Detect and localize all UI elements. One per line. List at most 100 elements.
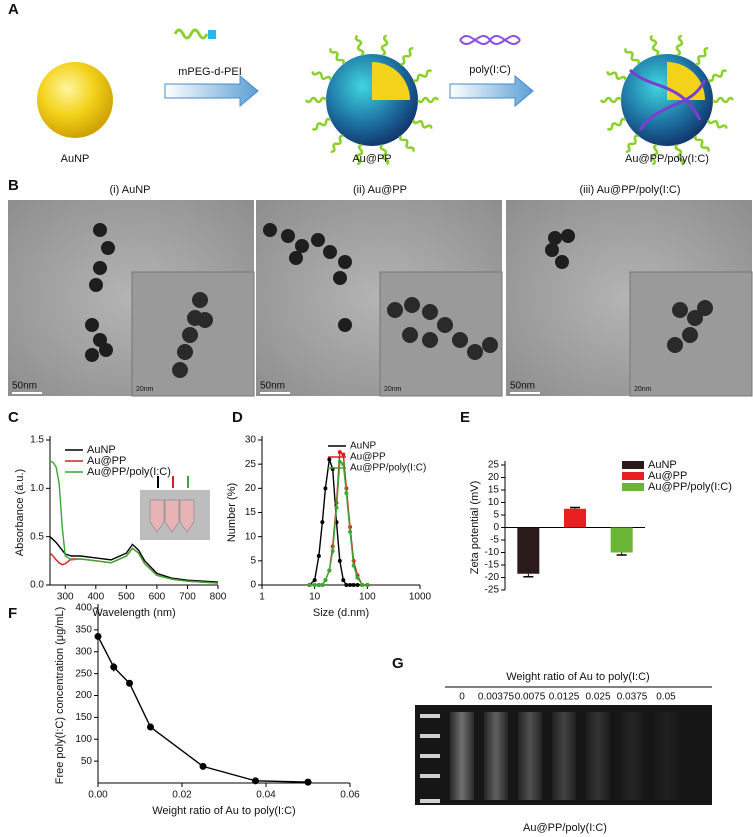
scale-label: 50nm: [510, 381, 535, 392]
lane: [552, 712, 576, 800]
legend-label: Au@PP/poly(I:C): [648, 481, 732, 493]
ladder-band: [420, 754, 440, 758]
point: [110, 663, 118, 671]
point: [344, 491, 349, 496]
y-tick-label: 20: [245, 483, 257, 494]
x-tick-label: 500: [118, 592, 135, 603]
x-axis-label: Wavelength (nm): [92, 607, 175, 619]
tem-inset: [379, 271, 503, 397]
point: [147, 723, 154, 731]
step-label: mPEG-d-PEI: [178, 66, 242, 78]
particle: [555, 255, 569, 269]
scale-label: 20nm: [384, 386, 402, 393]
point: [320, 583, 325, 587]
item-label: AuNP: [61, 153, 90, 165]
polymer-chain: [649, 34, 660, 57]
x-tick-label: 700: [179, 592, 196, 603]
tem-title: (ii) Au@PP: [353, 184, 407, 196]
point: [351, 563, 356, 568]
polymer-chain: [311, 71, 332, 81]
polymer-chain: [674, 143, 685, 166]
point: [330, 549, 335, 554]
y-tick-label: 50: [81, 756, 93, 767]
y-tick-label: 25: [245, 459, 257, 470]
series-line: [49, 547, 219, 584]
point: [348, 583, 353, 587]
x-tick-label: 1000: [409, 592, 432, 603]
particle: [545, 243, 559, 257]
y-tick-label: -25: [485, 585, 500, 596]
ladder-band: [420, 774, 440, 778]
point: [312, 578, 317, 583]
lane-label: 0.025: [585, 692, 610, 703]
particle: [548, 231, 562, 245]
y-tick-label: 5: [493, 510, 499, 521]
particle: [289, 251, 303, 265]
polymer-chain: [416, 96, 440, 104]
y-tick-label: 20: [488, 472, 500, 483]
particle: [263, 223, 277, 237]
point: [351, 583, 356, 587]
polymer-chain: [330, 134, 344, 153]
polymer-chain: [694, 135, 710, 153]
scale-label: 20nm: [136, 386, 154, 393]
bar: [564, 508, 586, 528]
legend-label: AuNP: [350, 441, 376, 452]
panel-label: C: [8, 409, 19, 426]
point: [341, 462, 346, 467]
x-axis-label: Size (d.nm): [313, 607, 369, 619]
y-axis-label: Free poly(I:C) concentration (μg/mL): [54, 607, 66, 785]
polymer-chain: [400, 47, 414, 66]
tem-title: (i) AuNP: [110, 184, 151, 196]
gel-lanes: 0 0.00375 0.0075 0.0125 0.025 0.0375 0.05: [420, 692, 678, 803]
polymer-chain: [412, 69, 433, 83]
panel-label: F: [8, 605, 17, 622]
series-line: [49, 460, 219, 584]
particle: [482, 337, 498, 353]
lane: [586, 712, 610, 800]
x-tick-label: 0.00: [88, 790, 108, 801]
point: [126, 679, 133, 687]
y-tick-label: 0: [250, 580, 256, 591]
particle: [101, 241, 115, 255]
ladder-band: [420, 734, 440, 738]
polymer-chain: [599, 96, 623, 104]
series-line: [309, 460, 368, 586]
y-tick-label: 400: [75, 603, 92, 614]
particle: [467, 344, 483, 360]
polymer-chain: [625, 134, 639, 153]
particle: [333, 271, 347, 285]
polymer-chain: [606, 117, 627, 131]
particle: [338, 318, 352, 332]
legend-label: Au@PP: [87, 455, 126, 467]
point: [320, 520, 325, 525]
x-tick-label: 300: [57, 592, 74, 603]
point: [337, 459, 342, 464]
panel-label: B: [8, 177, 19, 194]
point: [337, 558, 342, 563]
x-tick-label: 100: [359, 592, 376, 603]
y-tick-label: 15: [245, 507, 257, 518]
point: [327, 568, 332, 573]
particle: [687, 310, 703, 326]
panel-label: D: [232, 409, 243, 426]
point: [304, 778, 312, 786]
point: [312, 583, 317, 587]
y-tick-label: 30: [245, 435, 257, 446]
particle: [85, 318, 99, 332]
y-tick-label: 100: [75, 734, 92, 745]
lane-label: 0.0125: [549, 692, 580, 703]
gel-caption: Au@PP/poly(I:C): [523, 822, 607, 834]
polymer-chain: [380, 34, 389, 57]
tem-title: (iii) Au@PP/poly(I:C): [579, 184, 680, 196]
ladder-band: [420, 799, 440, 803]
particle: [672, 302, 688, 318]
y-tick-label: 15: [488, 485, 500, 496]
y-tick-label: 10: [245, 531, 257, 542]
point: [323, 486, 328, 491]
particle: [697, 300, 713, 316]
lane-label: 0.0075: [515, 692, 546, 703]
point: [327, 457, 332, 462]
x-tick-label: 600: [149, 592, 166, 603]
lane: [654, 712, 678, 800]
